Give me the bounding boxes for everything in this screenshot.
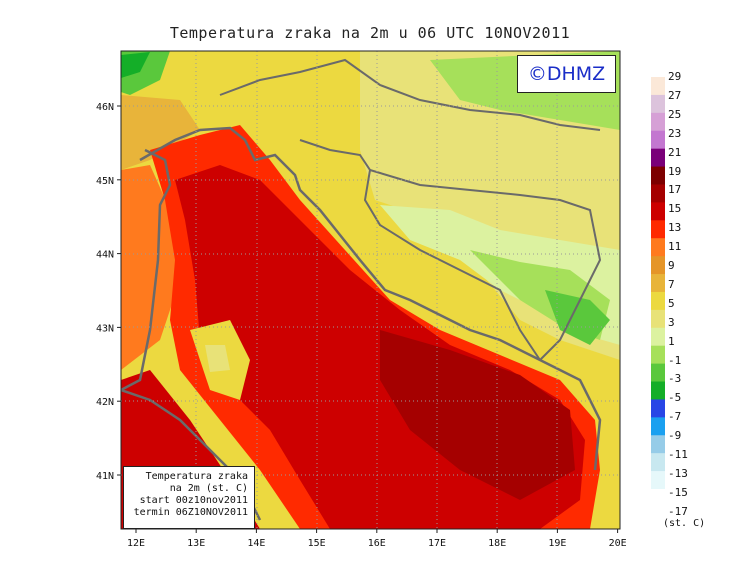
info-box-line: start 00z10nov2011 <box>139 495 248 506</box>
croatia-coastline <box>139 126 602 471</box>
colorbar-swatch <box>651 363 665 383</box>
colorbar-label: -13 <box>668 466 688 480</box>
lat-tick-label: 43N <box>96 323 114 334</box>
colorbar-label: -1 <box>668 353 682 367</box>
colorbar-swatch <box>651 184 665 203</box>
colorbar-label: -5 <box>668 391 682 405</box>
alps-colder-zone <box>121 52 150 78</box>
map-title: Temperatura zraka na 2m u 06 UTC 10NOV20… <box>169 24 571 42</box>
colorbar-label: 15 <box>668 202 682 216</box>
colorbar-unit: (st. C) <box>663 518 706 529</box>
colorbar-swatch <box>651 148 665 168</box>
colorbar-swatch <box>651 435 665 454</box>
colorbar-label: 5 <box>668 296 675 310</box>
latitude-axis: 46N 45N 44N 43N 42N 41N <box>96 102 121 482</box>
colorbar-label: -11 <box>668 448 688 461</box>
colorbar-label: -9 <box>668 429 682 443</box>
colorbar-label: 23 <box>668 126 682 140</box>
lon-tick-label: 19E <box>548 538 566 549</box>
colorbar-swatch <box>651 417 665 436</box>
colorbar-swatch <box>651 309 665 329</box>
italy-coast-zone <box>121 165 180 370</box>
colorbar-swatch <box>651 291 665 311</box>
mountain-cold-zone <box>545 290 610 345</box>
colorbar-swatch <box>651 381 665 400</box>
info-box-line: Temperatura zraka <box>145 471 248 482</box>
colorbar-label: -3 <box>668 372 682 386</box>
croatia-bosnia-border <box>299 139 541 361</box>
colorbar-swatch <box>651 112 665 132</box>
lon-tick-label: 16E <box>368 538 386 549</box>
colorbar-swatch <box>651 399 665 418</box>
italy-coastline <box>121 148 172 392</box>
colorbar-swatch <box>651 453 665 472</box>
colorbar-label: 9 <box>668 259 675 272</box>
colorbar-label: -7 <box>668 410 682 424</box>
lon-tick-label: 18E <box>488 538 506 549</box>
lon-tick-label: 12E <box>127 538 145 549</box>
lat-tick-label: 46N <box>96 102 114 113</box>
info-box: Temperatura zraka na 2m (st. C) start 00… <box>123 466 255 529</box>
colorbar-label: 1 <box>668 334 675 348</box>
lon-tick-label: 14E <box>247 538 265 549</box>
longitude-axis: 12E 13E 14E 15E 16E 17E 18E 19E 20E <box>127 529 627 549</box>
lat-tick-label: 42N <box>96 397 114 408</box>
colorbar-swatch <box>651 202 665 221</box>
colorbar-swatch <box>651 77 665 96</box>
lon-tick-label: 20E <box>609 538 627 549</box>
colorbar-label: -15 <box>668 485 688 499</box>
map-plot-area <box>121 51 620 529</box>
colorbar-swatch <box>651 94 665 114</box>
colorbar-label: 11 <box>668 240 682 254</box>
dhmz-copyright-label: ©DHMZ <box>517 55 616 93</box>
colorbar-label: 29 <box>668 70 682 83</box>
veneto-warm-zone <box>121 95 200 170</box>
colorbar-swatch <box>651 274 665 293</box>
colorbar-swatch <box>651 256 665 275</box>
map-frame <box>120 50 621 530</box>
colorbar-swatch <box>651 130 665 150</box>
lon-tick-label: 17E <box>428 538 446 549</box>
lat-tick-label: 44N <box>96 250 114 261</box>
colorbar-label: -17 <box>668 504 688 518</box>
lat-tick-label: 41N <box>96 471 114 482</box>
colorbar-label: 17 <box>668 183 682 197</box>
colorbar-swatch <box>651 345 665 365</box>
colorbar-swatch <box>651 238 665 257</box>
lat-tick-label: 45N <box>96 176 114 187</box>
colorbar-swatch <box>651 220 665 239</box>
colorbar-swatch <box>651 471 665 489</box>
info-box-line: na 2m (st. C) <box>169 483 248 494</box>
colorbar-label: 25 <box>668 107 682 121</box>
lon-tick-label: 13E <box>187 538 205 549</box>
colorbar <box>651 77 665 489</box>
colorbar-label: 27 <box>668 88 682 102</box>
colorbar-label: 19 <box>668 164 682 178</box>
colorbar-label: 3 <box>668 315 675 329</box>
info-box-line: termin 06Z10NOV2011 <box>133 507 248 518</box>
south-adriatic-core <box>380 330 575 500</box>
colorbar-label: 21 <box>668 145 682 159</box>
lon-tick-label: 15E <box>308 538 326 549</box>
colorbar-swatch <box>651 327 665 347</box>
colorbar-label: 7 <box>668 277 675 291</box>
bosnia-border <box>369 169 602 361</box>
colorbar-label: 13 <box>668 221 682 235</box>
mid-adriatic-cooler-patch <box>205 345 230 372</box>
colorbar-swatch <box>651 166 665 185</box>
northern-border <box>219 58 601 131</box>
